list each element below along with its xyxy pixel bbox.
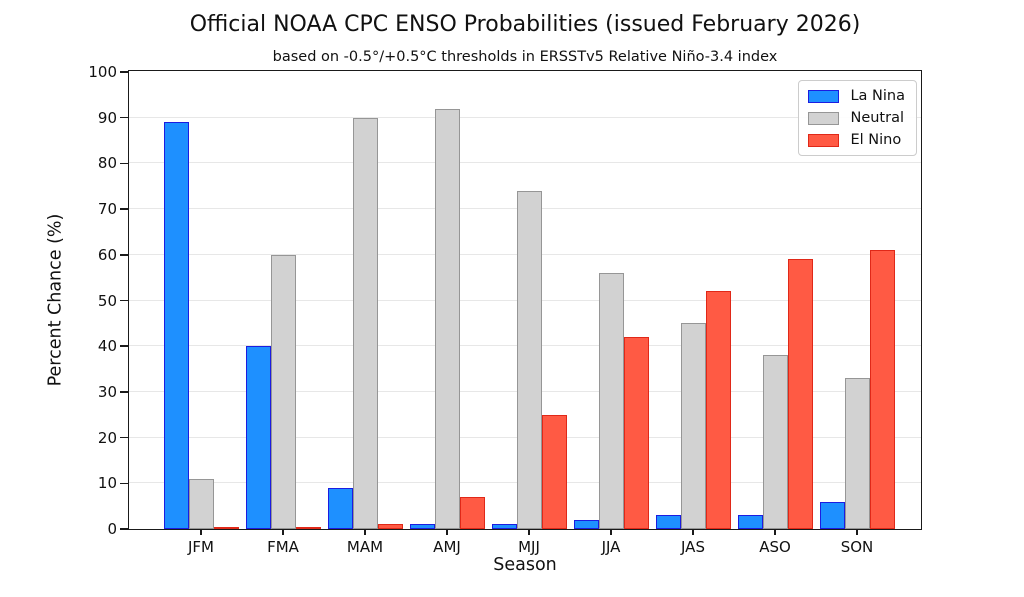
bar-la-nina-son	[819, 501, 845, 529]
y-tick	[120, 436, 128, 439]
y-tick-label: 100	[88, 63, 117, 81]
x-tick-label: FMA	[267, 538, 299, 556]
bar-neutral-jfm	[188, 478, 214, 529]
legend: La Nina Neutral El Nino	[798, 80, 917, 156]
bar-la-nina-mjj	[491, 524, 517, 529]
plot-area: La Nina Neutral El Nino 0 10 20 30 40 50 60 70 8…	[88, 63, 922, 556]
y-tick	[120, 116, 128, 119]
bar-neutral-son	[844, 378, 870, 529]
bar-neutral-amj	[434, 108, 460, 529]
bar-el-nino-jas	[705, 291, 731, 529]
legend-label: Neutral	[850, 110, 904, 126]
y-tick	[120, 482, 128, 485]
bar-el-nino-fma	[295, 527, 321, 529]
x-tick-label: MJJ	[518, 538, 540, 556]
bar-el-nino-amj	[459, 497, 485, 529]
bar-neutral-mam	[352, 117, 378, 529]
bar-neutral-fma	[270, 254, 296, 529]
gridline	[129, 116, 921, 118]
y-tick-label: 60	[97, 245, 117, 264]
x-tick-label: AMJ	[433, 538, 461, 556]
chart-title: Official NOAA CPC ENSO Probabilities (is…	[189, 12, 861, 37]
bar-la-nina-amj	[409, 524, 435, 529]
x-axis-label: Season	[493, 555, 557, 575]
y-tick	[120, 345, 128, 347]
y-tick	[120, 299, 128, 302]
x-tick-label: MAM	[346, 538, 384, 556]
x-tick	[446, 530, 448, 535]
bar-neutral-mjj	[516, 190, 542, 529]
x-tick	[692, 530, 694, 535]
neutral-swatch	[808, 111, 840, 125]
x-tick-label: JFM	[188, 538, 214, 556]
gridline	[129, 162, 921, 164]
y-tick-label: 80	[97, 154, 117, 173]
legend-item-neutral: Neutral	[808, 110, 905, 126]
bar-el-nino-jja	[623, 337, 649, 529]
bar-la-nina-mam	[327, 487, 353, 529]
legend-item-la-nina: La Nina	[808, 88, 905, 104]
y-tick	[120, 391, 128, 393]
bar-el-nino-mjj	[541, 414, 567, 529]
legend-label: La Nina	[850, 88, 905, 104]
y-tick	[120, 208, 128, 210]
y-tick-label: 10	[97, 474, 117, 493]
bar-el-nino-aso	[787, 259, 813, 529]
el-nino-swatch	[808, 133, 840, 147]
la-nina-swatch	[808, 89, 840, 103]
bar-la-nina-fma	[245, 346, 271, 529]
x-tick	[200, 530, 202, 535]
x-tick	[528, 530, 530, 535]
chart-subtitle: based on -0.5°/+0.5°C thresholds in ERSS…	[272, 49, 778, 65]
x-tick	[774, 530, 776, 535]
bar-la-nina-aso	[737, 515, 763, 529]
x-tick	[856, 530, 858, 535]
y-tick-label: 90	[97, 108, 117, 127]
y-axis-label: Percent Chance (%)	[45, 213, 65, 387]
bar-la-nina-jfm	[163, 122, 189, 529]
y-tick-label: 20	[97, 428, 117, 447]
bar-la-nina-jja	[573, 519, 599, 529]
x-tick-label: ASO	[759, 538, 791, 556]
y-tick-label: 30	[97, 382, 117, 401]
y-tick	[120, 162, 128, 165]
x-tick	[364, 530, 366, 535]
y-tick	[120, 254, 128, 256]
bar-el-nino-jfm	[213, 527, 239, 529]
y-tick	[120, 71, 128, 73]
bar-la-nina-jas	[655, 515, 681, 529]
x-tick	[610, 530, 612, 535]
x-tick	[282, 530, 284, 535]
bar-neutral-jja	[598, 273, 624, 529]
bar-neutral-jas	[680, 323, 706, 529]
y-tick-label: 0	[107, 520, 117, 538]
y-tick-label: 50	[97, 291, 117, 310]
bar-neutral-aso	[762, 355, 788, 529]
y-tick-label: 40	[97, 337, 117, 356]
x-tick-label: JJA	[601, 538, 621, 556]
legend-label: El Nino	[850, 132, 902, 148]
y-tick	[120, 528, 128, 530]
bar-el-nino-mam	[377, 524, 403, 529]
y-tick-label: 70	[97, 200, 117, 219]
x-tick-label: JAS	[681, 538, 705, 556]
bar-el-nino-son	[869, 250, 895, 529]
legend-item-el-nino: El Nino	[808, 132, 905, 148]
x-tick-label: SON	[840, 538, 874, 556]
